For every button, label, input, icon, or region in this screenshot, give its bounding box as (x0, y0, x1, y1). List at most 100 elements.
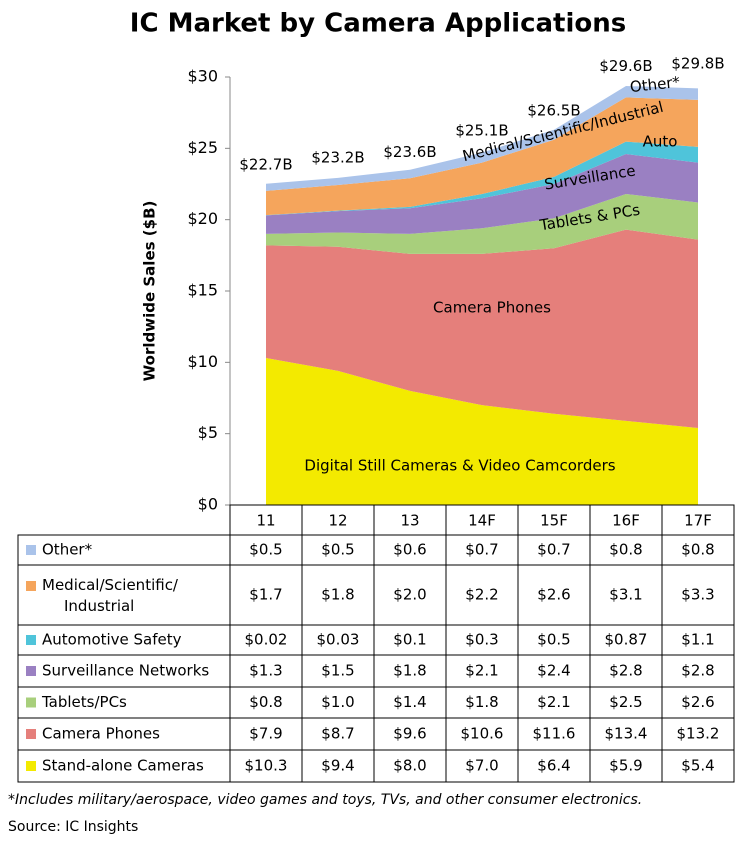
total-label: $29.6B (599, 57, 652, 75)
table-value: $1.1 (681, 631, 714, 649)
table-value: $1.5 (321, 662, 354, 680)
table-value: $0.6 (393, 541, 426, 559)
total-label: $26.5B (527, 101, 580, 119)
table-value: $10.3 (245, 757, 288, 775)
legend-label: Other* (42, 541, 93, 559)
x-tick-label: 16F (612, 512, 640, 530)
table-value: $1.7 (249, 586, 282, 604)
x-tick-label: 13 (400, 512, 419, 530)
table-value: $1.3 (249, 662, 282, 680)
table-value: $7.0 (465, 757, 498, 775)
table-value: $9.6 (393, 725, 426, 743)
legend-label: Tablets/PCs (41, 693, 127, 711)
y-tick-label: $25 (187, 138, 218, 157)
table-value: $2.8 (681, 662, 714, 680)
y-axis-label: Worldwide Sales ($B) (141, 201, 159, 382)
total-label: $23.6B (383, 143, 436, 161)
legend-swatch (26, 635, 36, 645)
table-value: $13.2 (677, 725, 720, 743)
chart-title: IC Market by Camera Applications (130, 9, 626, 39)
area (266, 141, 698, 216)
area (266, 193, 698, 254)
total-label: $29.8B (671, 54, 724, 72)
table-value: $1.8 (321, 586, 354, 604)
area (266, 358, 698, 505)
legend-swatch (26, 581, 36, 591)
table-value: $10.6 (461, 725, 504, 743)
legend-label: Medical/Scientific/Industrial (42, 576, 179, 615)
table-value: $0.7 (537, 541, 570, 559)
source: Source: IC Insights (8, 819, 138, 835)
table-value: $6.4 (537, 757, 570, 775)
table-value: $2.8 (609, 662, 642, 680)
table-value: $0.5 (321, 541, 354, 559)
legend-swatch (26, 729, 36, 739)
area (266, 85, 698, 191)
table-value: $1.8 (393, 662, 426, 680)
area (266, 229, 698, 428)
table-value: $0.3 (465, 631, 498, 649)
legend-label: Camera Phones (42, 725, 160, 743)
table-value: $0.5 (249, 541, 282, 559)
area (266, 154, 698, 234)
table-value: $2.4 (537, 662, 570, 680)
x-tick-label: 12 (328, 512, 347, 530)
table-value: $3.1 (609, 586, 642, 604)
table-value: $0.8 (681, 541, 714, 559)
table-value: $1.4 (393, 693, 426, 711)
table-value: $5.9 (609, 757, 642, 775)
legend-swatch (26, 697, 36, 708)
table-value: $8.0 (393, 757, 426, 775)
x-tick-label: 14F (468, 512, 496, 530)
table-value: $1.0 (321, 693, 354, 711)
y-tick-label: $0 (198, 495, 218, 514)
total-label: $22.7B (239, 156, 292, 174)
legend-swatch (26, 761, 36, 771)
table-value: $2.6 (537, 586, 570, 604)
table-value: $11.6 (533, 725, 576, 743)
table-value: $2.1 (465, 662, 498, 680)
table-value: $13.4 (605, 725, 648, 743)
area-label: Other* (629, 73, 681, 96)
table-value: $2.0 (393, 586, 426, 604)
table-value: $1.8 (465, 693, 498, 711)
x-tick-label: 11 (256, 512, 275, 530)
table-value: $0.1 (393, 631, 426, 649)
table-value: $2.6 (681, 693, 714, 711)
x-tick-label: 17F (684, 512, 712, 530)
table-value: $2.1 (537, 693, 570, 711)
footnote: *Includes military/aerospace, video game… (8, 792, 642, 808)
y-tick-label: $5 (198, 423, 218, 442)
y-tick-label: $15 (187, 281, 218, 300)
table-value: $0.5 (537, 631, 570, 649)
table-value: $8.7 (321, 725, 354, 743)
area-label: Digital Still Cameras & Video Camcorders (304, 457, 615, 475)
table-value: $5.4 (681, 757, 714, 775)
table-value: $0.87 (605, 631, 648, 649)
y-tick-label: $10 (187, 352, 218, 371)
table-value: $0.03 (317, 631, 360, 649)
table-value: $0.8 (249, 693, 282, 711)
table-value: $0.8 (609, 541, 642, 559)
area-label: Auto (643, 133, 678, 151)
table-value: $0.02 (245, 631, 288, 649)
table-value: $3.3 (681, 586, 714, 604)
legend-label: Stand-alone Cameras (42, 757, 204, 775)
area (266, 97, 698, 216)
table-value: $7.9 (249, 725, 282, 743)
table-value: $9.4 (321, 757, 354, 775)
table-value: $2.2 (465, 586, 498, 604)
table-value: $2.5 (609, 693, 642, 711)
x-tick-label: 15F (540, 512, 568, 530)
legend-label: Surveillance Networks (42, 662, 209, 680)
legend-swatch (26, 666, 36, 676)
y-tick-label: $20 (187, 209, 218, 228)
legend-label: Automotive Safety (42, 631, 182, 649)
legend-swatch (26, 545, 36, 555)
table-value: $0.7 (465, 541, 498, 559)
y-tick-label: $30 (187, 67, 218, 86)
total-label: $25.1B (455, 121, 508, 139)
area-label: Camera Phones (433, 299, 551, 317)
total-label: $23.2B (311, 149, 364, 167)
